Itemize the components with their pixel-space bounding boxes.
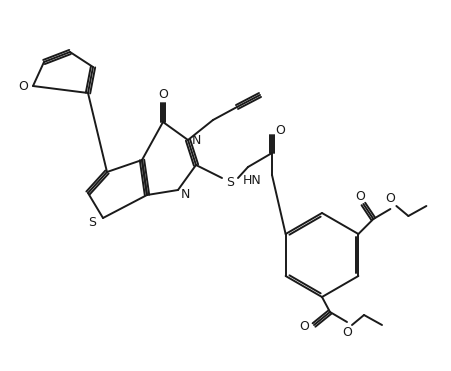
- Text: O: O: [158, 89, 168, 102]
- Text: S: S: [88, 216, 96, 229]
- Text: N: N: [191, 134, 201, 147]
- Text: N: N: [180, 188, 190, 201]
- Text: O: O: [355, 190, 365, 203]
- Text: O: O: [275, 124, 285, 137]
- Text: O: O: [18, 81, 28, 93]
- Text: O: O: [386, 193, 396, 206]
- Text: HN: HN: [242, 174, 261, 187]
- Text: O: O: [342, 325, 352, 338]
- Text: S: S: [226, 175, 234, 188]
- Text: O: O: [299, 321, 309, 334]
